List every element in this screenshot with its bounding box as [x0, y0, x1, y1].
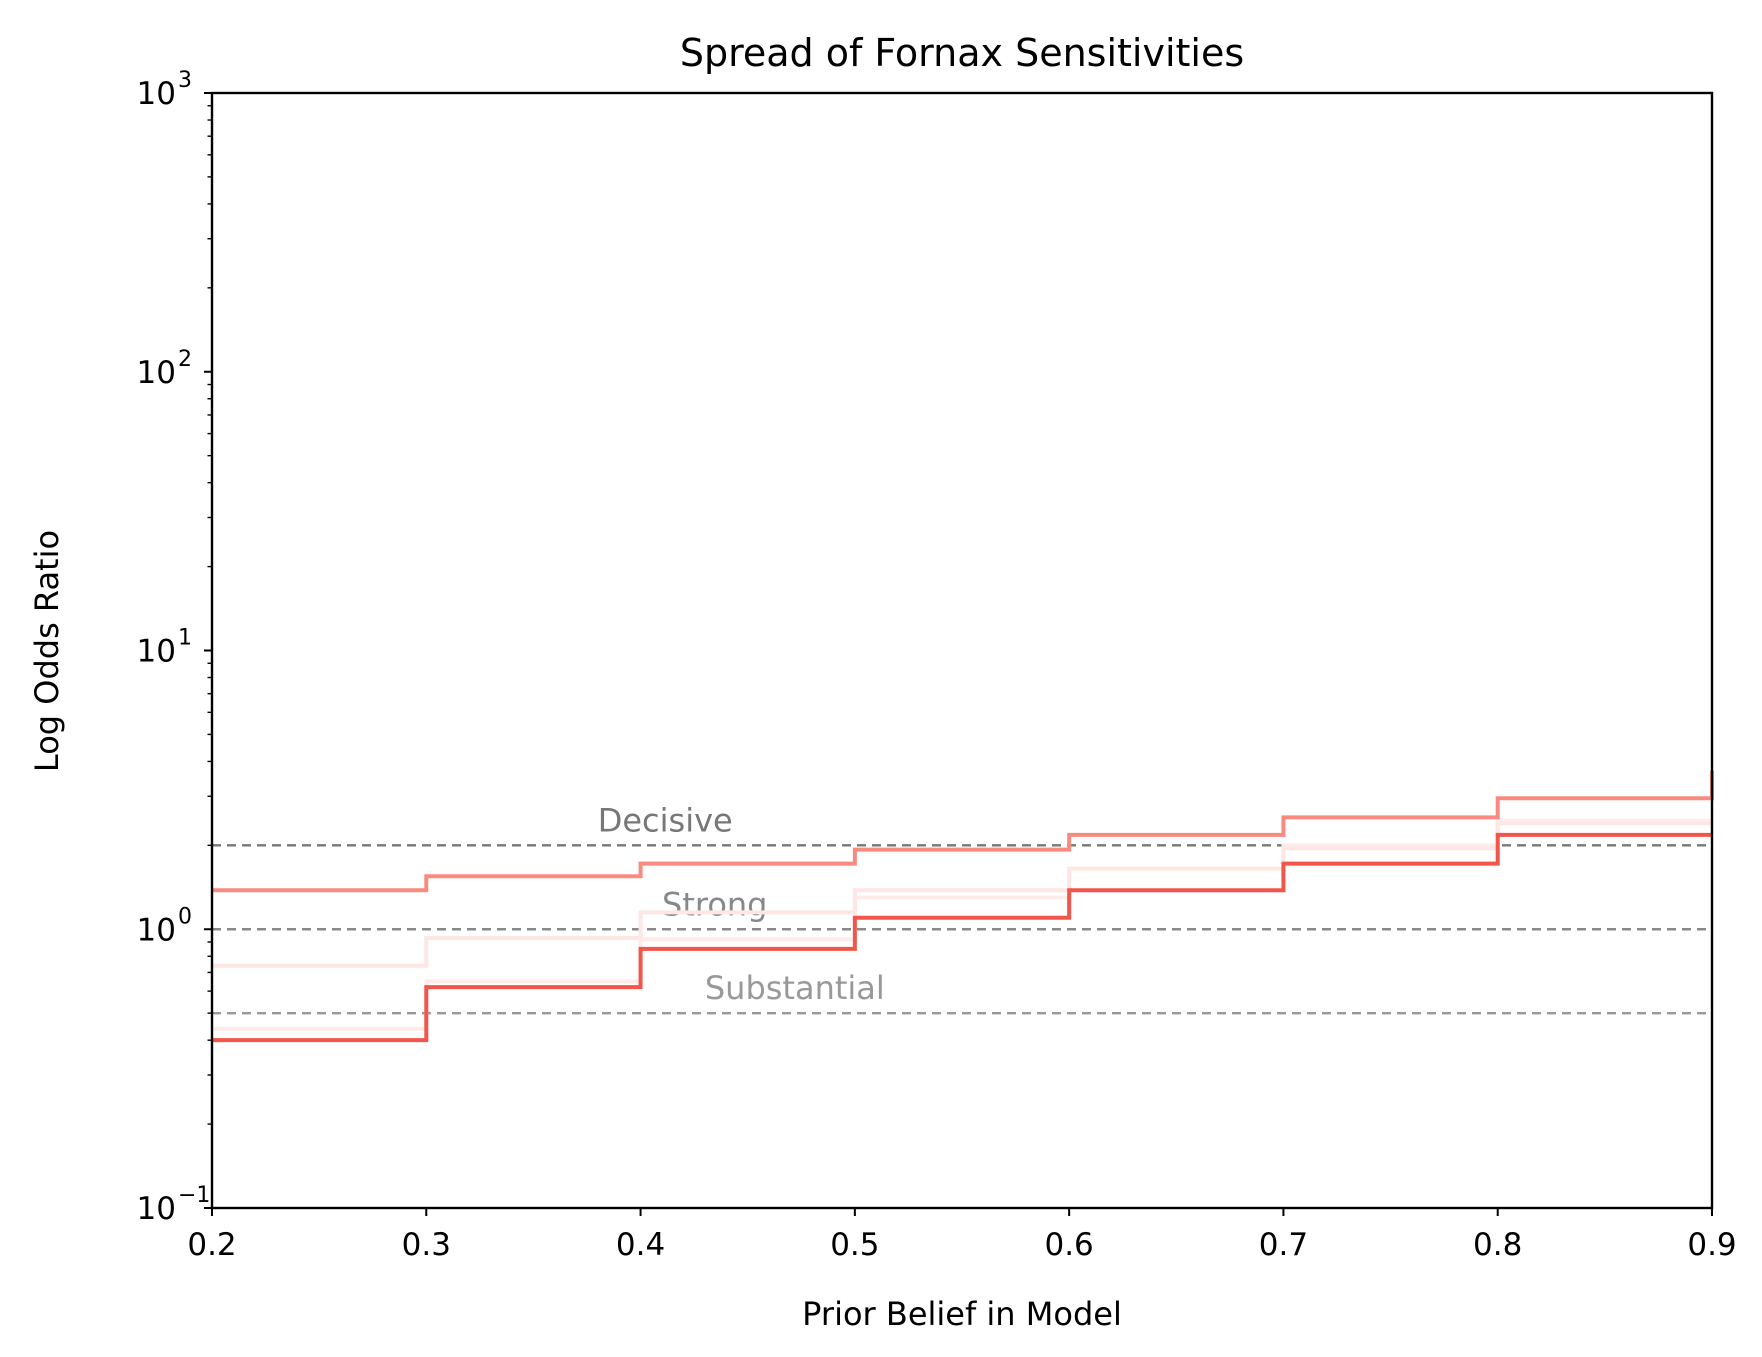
x-tick-label: 0.2 — [187, 1227, 236, 1263]
series-line-1 — [212, 818, 1712, 1031]
y-tick-exponent: 2 — [178, 347, 192, 372]
y-tick-label: 10 — [137, 912, 176, 948]
x-tick-label: 0.4 — [616, 1227, 665, 1263]
x-tick-label: 0.3 — [402, 1227, 451, 1263]
x-tick-label: 0.7 — [1259, 1227, 1308, 1263]
plot-area: Decisive Strong Substantial — [212, 770, 1714, 1043]
y-tick-exponent: 0 — [178, 904, 192, 929]
x-tick-label: 0.9 — [1687, 1227, 1736, 1263]
y-axis-label: Log Odds Ratio — [28, 530, 66, 772]
x-tick-label: 0.6 — [1044, 1227, 1093, 1263]
y-tick-label: 10 — [137, 634, 176, 670]
x-axis: 0.2 0.3 0.4 0.5 0.6 0.7 0.8 0.9 — [187, 1208, 1737, 1263]
y-tick-label: 10 — [137, 355, 176, 391]
x-tick-label: 0.5 — [830, 1227, 879, 1263]
threshold-label-strong: Strong — [662, 885, 767, 923]
series-line-3 — [212, 770, 1714, 893]
y-tick-exponent: 3 — [178, 68, 192, 93]
x-axis-label: Prior Belief in Model — [802, 1295, 1122, 1333]
y-tick-exponent: −1 — [178, 1183, 210, 1208]
series-line-4 — [212, 832, 1712, 1043]
series-line-2 — [212, 821, 1712, 968]
threshold-label-decisive: Decisive — [598, 801, 733, 839]
chart-title: Spread of Fornax Sensitivities — [680, 31, 1244, 75]
y-tick-label: 10 — [137, 76, 176, 112]
y-tick-exponent: 1 — [178, 626, 192, 651]
x-tick-label: 0.8 — [1473, 1227, 1522, 1263]
y-tick-label: 10 — [137, 1191, 176, 1227]
threshold-label-substantial: Substantial — [705, 969, 885, 1007]
